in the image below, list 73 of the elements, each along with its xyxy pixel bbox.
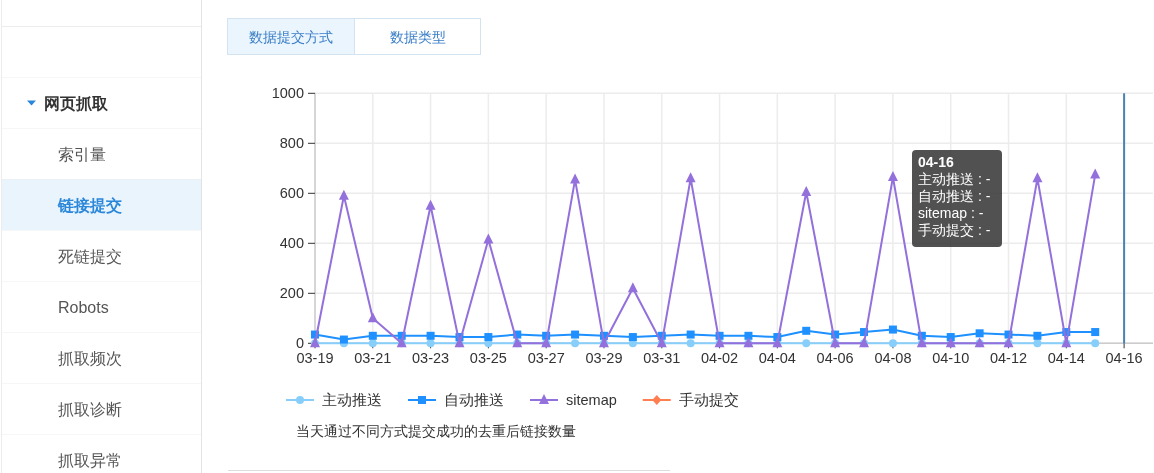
point [1091,328,1100,337]
y-tick-label: 600 [279,185,304,202]
menu-item: Robots [1,281,202,333]
point [628,333,637,342]
x-tick-label: 03-31 [643,350,681,367]
x-tick-label: 03-23 [412,350,450,367]
x-tick-label: 04-16 [1105,350,1143,367]
point [1091,339,1100,348]
x-tick-label: 03-27 [527,350,565,367]
annotation: 主动推送 : - [918,171,991,187]
point [338,189,349,200]
point [888,325,897,334]
point [686,330,695,339]
point [802,339,811,348]
y-tick-label: 800 [279,135,304,152]
point [484,333,493,342]
menu-item: 抓取频次 [1,332,202,384]
point [946,333,955,342]
tab: 数据提交方式 [227,18,355,55]
point [425,199,436,210]
point [483,233,494,244]
annotation: 04-16 [918,154,955,170]
point [887,171,898,182]
menu-item: 死链提交 [1,230,202,282]
text: 当天通过不同方式提交成功的去重后链接数量 [296,423,576,439]
y-tick-label: 0 [295,335,304,352]
annotation: 自动推送 : - [918,188,991,204]
y-tick-label: 400 [279,235,304,252]
x-tick-label: 03-19 [296,350,334,367]
point [339,335,348,344]
point [571,330,580,339]
point [802,326,811,335]
annotation: sitemap : - [918,205,984,221]
point [368,331,377,340]
point [1033,331,1042,340]
point [426,331,435,340]
point [1032,172,1043,183]
menu-item: 索引量 [1,128,202,180]
x-tick-label: 03-21 [354,350,392,367]
menu-item: 链接提交 [1,179,202,231]
tab: 数据类型 [354,18,481,55]
legend-label: sitemap [566,392,617,408]
y-tick-label: 200 [279,285,304,302]
x-tick-label: 04-02 [701,350,739,367]
y-tick-label: 1000 [271,85,304,102]
point [801,186,812,197]
point [570,173,581,184]
point [627,282,638,293]
x-tick-label: 04-08 [874,350,912,367]
point [367,312,378,323]
point [368,339,377,348]
point [685,172,696,183]
menu-item: 网页抓取 [1,77,202,129]
legend-label: 主动推送 [322,392,382,408]
point [1090,168,1101,179]
point [571,339,580,348]
x-tick-label: 03-29 [585,350,623,367]
point [975,329,984,338]
annotation: 手动提交 : - [918,222,991,238]
x-tick-label: 04-14 [1047,350,1085,367]
point [1033,339,1042,348]
menu-item: 抓取诊断 [1,383,202,435]
point [744,331,753,340]
x-tick-label: 03-25 [469,350,507,367]
point [686,339,695,348]
point [426,339,435,348]
x-tick-label: 04-06 [816,350,854,367]
x-tick-label: 04-10 [932,350,970,367]
legend-label: 手动提交 [678,392,739,408]
legend-label: 自动推送 [444,392,504,408]
x-tick-label: 04-04 [758,350,796,367]
x-tick-label: 04-12 [989,350,1028,367]
point [888,339,897,348]
